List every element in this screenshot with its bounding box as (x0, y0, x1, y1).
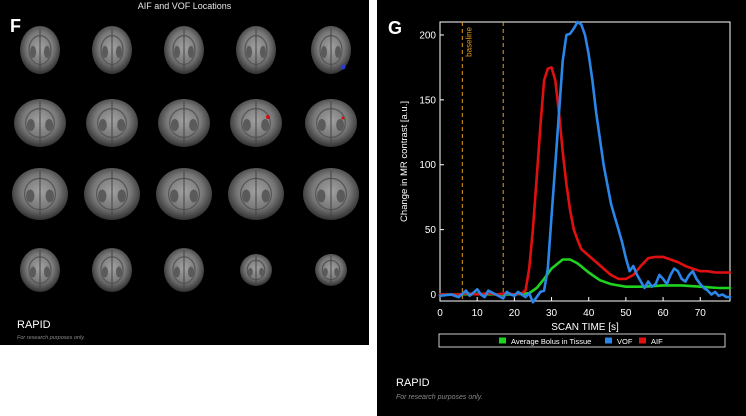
aif-location-marker (266, 115, 270, 119)
panel-f-brand: RAPID (17, 319, 51, 331)
brain-slice (164, 248, 204, 292)
brain-slice (158, 99, 210, 147)
y-tick-label: 100 (419, 160, 436, 171)
panel-g: G 0 50 100 150 200 0 10 20 30 40 50 60 70 SCAN TIME [… (377, 0, 746, 416)
x-tick-label: 20 (509, 308, 521, 319)
y-tick-label: 50 (425, 225, 437, 236)
panel-g-letter: G (388, 18, 403, 38)
x-tick-label: 0 (437, 308, 443, 319)
brain-slice (236, 26, 276, 74)
x-tick-label: 10 (472, 308, 484, 319)
legend-box (438, 333, 726, 348)
baseline-label: baseline (464, 26, 473, 56)
aif-location-marker (341, 116, 345, 120)
brain-slice (230, 99, 282, 147)
brain-slice (305, 99, 357, 147)
panel-f-title: AIF and VOF Locations (137, 1, 232, 11)
x-tick-label: 50 (620, 308, 632, 319)
brain-slice (228, 168, 284, 220)
brain-slice (20, 248, 60, 292)
brain-slice (315, 254, 347, 286)
panel-f-disclaimer: For research purposes only. (17, 335, 86, 341)
x-tick-label: 30 (546, 308, 558, 319)
brain-slice (311, 26, 351, 74)
plot-frame (439, 21, 731, 302)
x-tick-label: 60 (658, 308, 670, 319)
brain-slice-grid (12, 26, 359, 292)
panel-g-disclaimer: For research purposes only. (396, 394, 483, 401)
brain-slice (240, 254, 272, 286)
legend-swatch (605, 337, 612, 344)
brain-slice (92, 248, 132, 292)
panel-f-letter: F (10, 16, 21, 36)
series-line-vof (438, 20, 732, 304)
brain-slice (164, 26, 204, 74)
brain-slice (156, 168, 212, 220)
brain-slice (84, 168, 140, 220)
contrast-chart: 0 50 100 150 200 0 10 20 30 40 50 60 70 SCAN TIME [s]… (399, 20, 732, 348)
legend-label: Average Bolus in Tissue (511, 337, 591, 346)
brain-slice (12, 168, 68, 220)
x-tick-label: 70 (695, 308, 707, 319)
vof-location-marker (340, 64, 346, 70)
x-tick-label: 40 (583, 308, 595, 319)
y-axis-label: Change in MR contrast [a.u.] (399, 101, 410, 222)
brain-slice (86, 99, 138, 147)
brain-slice (92, 26, 132, 74)
panel-f: AIF and VOF Locations F RAPID For resear… (0, 0, 369, 345)
series-line-aif (438, 66, 732, 296)
legend-label: VOF (617, 337, 633, 346)
legend-swatch (639, 337, 646, 344)
y-tick-label: 0 (430, 290, 436, 301)
legend-label: AIF (651, 337, 663, 346)
brain-slice (20, 26, 60, 74)
legend-swatch (499, 337, 506, 344)
legend: Average Bolus in Tissue VOF AIF (438, 333, 726, 348)
y-tick-label: 200 (419, 30, 436, 41)
brain-slice (14, 99, 66, 147)
x-axis-label: SCAN TIME [s] (551, 322, 619, 333)
panel-g-brand: RAPID (396, 377, 430, 389)
brain-slice (303, 168, 359, 220)
y-tick-label: 150 (419, 95, 436, 106)
